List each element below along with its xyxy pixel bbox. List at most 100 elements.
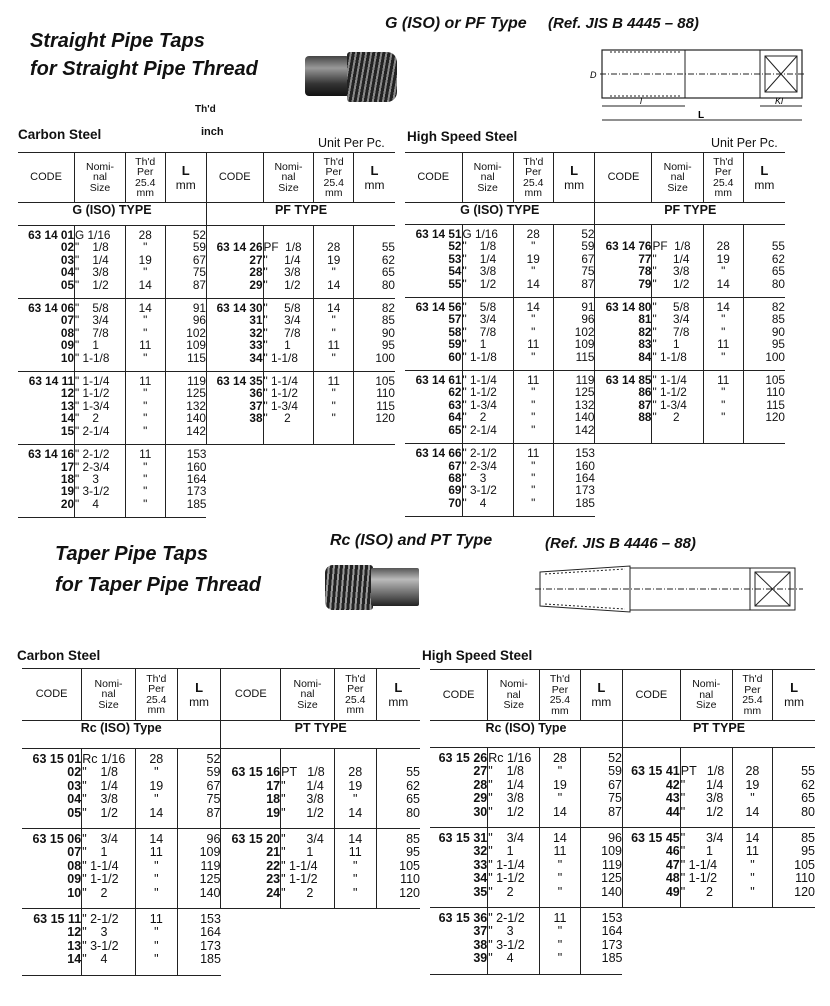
left-L-cell: 52 59 67 75 87 xyxy=(164,225,207,300)
right-size-cell: PT 1/8 " 1/4 " 3/8 " 1/2 xyxy=(679,747,733,829)
table-code-value: 58 xyxy=(448,324,462,339)
table-size-value: " 4 xyxy=(488,951,514,966)
left-size-cell: " 2-1/2 " 2-3/4 " 3 " 3-1/2 " 4 xyxy=(461,443,514,518)
table-thd-value: " xyxy=(531,385,536,400)
header-nominal-size: Nomi- nal Size xyxy=(74,152,126,203)
taper-carbon-title: Carbon Steel xyxy=(17,648,101,663)
right-L-cell: 55 62 65 80 xyxy=(742,224,785,299)
table-code-value: 02 xyxy=(60,240,75,255)
table-L-value: 120 xyxy=(765,410,785,425)
table-size-value: " 3-1/2 xyxy=(82,938,119,953)
table-thd-value: " xyxy=(331,325,336,340)
table-thd-value: " xyxy=(531,349,536,364)
table-size-value: " 2 xyxy=(652,410,680,425)
table-L-value: 105 xyxy=(375,374,395,389)
table-thd-value: " xyxy=(721,324,726,339)
table-size-value: PT 1/8 xyxy=(680,764,725,779)
table-thd-value: 28 xyxy=(138,228,152,242)
table-L-value: 59 xyxy=(608,764,622,779)
table-L-value: 173 xyxy=(186,484,207,499)
table-size-value: " 2 xyxy=(263,411,291,426)
table-thd-value: 11 xyxy=(527,446,540,461)
table-size-value: " 1-1/4 xyxy=(488,857,525,872)
table-L-value: 85 xyxy=(771,312,785,327)
table-size-value: " 3-1/2 xyxy=(462,483,497,498)
table-L-value: 109 xyxy=(186,338,206,353)
right-code-cell: 63 15 41 42 43 44 xyxy=(621,747,681,829)
table-L-value: 102 xyxy=(186,325,206,340)
table-size-value: " 1/4 xyxy=(75,252,109,267)
table-size-value: " 2 xyxy=(281,885,314,900)
table-thd-value xyxy=(335,753,376,766)
table-size-value: " 1/4 xyxy=(263,252,301,267)
table-thd-value: 11 xyxy=(745,844,759,859)
right-thd-cell: 28 19 " 14 xyxy=(313,225,354,300)
table-L-value: 87 xyxy=(608,804,622,819)
table-code-value: 44 xyxy=(665,804,680,819)
table-code-value: 33 xyxy=(249,338,263,353)
left-size-cell: " 2-1/2 " 3 " 3-1/2 " 4 xyxy=(487,907,540,975)
table-thd-value: " xyxy=(557,924,563,939)
table-size-value: " 7/8 xyxy=(462,324,497,339)
table-thd-value: " xyxy=(331,411,336,426)
table-thd-value: " xyxy=(557,937,563,952)
table-thd-value: 11 xyxy=(717,337,730,352)
taper-hss-title: High Speed Steel xyxy=(422,648,533,663)
header-length-unit: mm xyxy=(189,694,210,709)
table-L-value: 153 xyxy=(601,911,623,926)
table-L-value: 110 xyxy=(766,385,785,400)
table-size-value: " 1-1/4 xyxy=(652,373,687,388)
table-size-value: " 1-1/2 xyxy=(462,385,497,400)
row-group: 63 14 61 62 63 64 65 " 1-1/4 " 1-1/2 " 1-3/4 " 2… xyxy=(405,370,785,445)
row-group: 63 15 31 32 33 34 35 " 3/4 " 1 " 1-1/4 " 1-1/2 " … xyxy=(430,827,815,909)
table-thd-value: 14 xyxy=(552,804,567,819)
table-thd-value: " xyxy=(531,239,536,254)
table-size-value: " 1/2 xyxy=(652,276,690,291)
right-thd-cell: 14 " " 11 " xyxy=(313,298,354,373)
table-thd-value: " xyxy=(143,386,148,401)
left-thd-cell: 14 " " 11 " xyxy=(124,298,166,373)
table-thd-value: " xyxy=(143,350,148,365)
table-code-value: 04 xyxy=(67,792,82,807)
table-L-value: 105 xyxy=(765,373,785,388)
right-thd-cell: 28 19 " 14 xyxy=(333,748,377,830)
diagram-label-L: L xyxy=(698,110,704,121)
header-threads-per-25-4mm: Th'd Per 25.4 mm xyxy=(333,668,377,721)
table-code-value: 63 15 20 xyxy=(231,832,281,847)
table-thd-value: 14 xyxy=(138,301,152,316)
table-thd-value: " xyxy=(750,791,755,806)
table-L-value: 115 xyxy=(187,350,206,365)
table-L-value: 153 xyxy=(186,447,207,462)
table-L-value: 140 xyxy=(601,884,622,899)
thd-note: Th'd xyxy=(195,104,216,115)
table-L-value: 164 xyxy=(601,924,623,939)
table-code-value: 30 xyxy=(473,804,488,819)
table-code-value: 19 xyxy=(60,484,75,499)
table-code-value: 03 xyxy=(67,778,82,793)
table-thd-value: 11 xyxy=(348,845,362,860)
table-size-value: " 1-1/2 xyxy=(652,385,687,400)
table-thd-value: " xyxy=(557,871,563,886)
table-size-value: " 1-1/2 xyxy=(75,386,110,401)
table-code-value: 37 xyxy=(473,924,488,939)
table-thd-value: " xyxy=(353,792,358,807)
table-thd-value: " xyxy=(750,884,755,899)
right-code-cell: 63 14 85 86 87 88 xyxy=(594,370,652,445)
table-code-value: 54 xyxy=(448,264,462,279)
table-thd-value: " xyxy=(143,265,148,280)
table-L-value: 85 xyxy=(801,831,815,846)
table-size-value xyxy=(681,752,732,765)
table-thd-value: " xyxy=(143,325,148,340)
row-group: 63 14 16 17 18 19 20 " 2-1/2 " 2-3/4 " 3 " 3-1/2… xyxy=(18,444,395,519)
table-L-value: 173 xyxy=(575,483,595,498)
right-code-cell xyxy=(622,908,680,975)
straight-type-heading: G (ISO) or PF Type xyxy=(385,15,527,32)
left-code-cell: 63 15 01 02 03 04 05 xyxy=(22,748,82,830)
table-thd-value: " xyxy=(154,925,159,940)
right-thd-cell xyxy=(703,444,743,517)
table-L-value: 95 xyxy=(406,845,420,860)
table-code-value: 24 xyxy=(266,885,281,900)
table-L-value: 55 xyxy=(381,240,395,255)
